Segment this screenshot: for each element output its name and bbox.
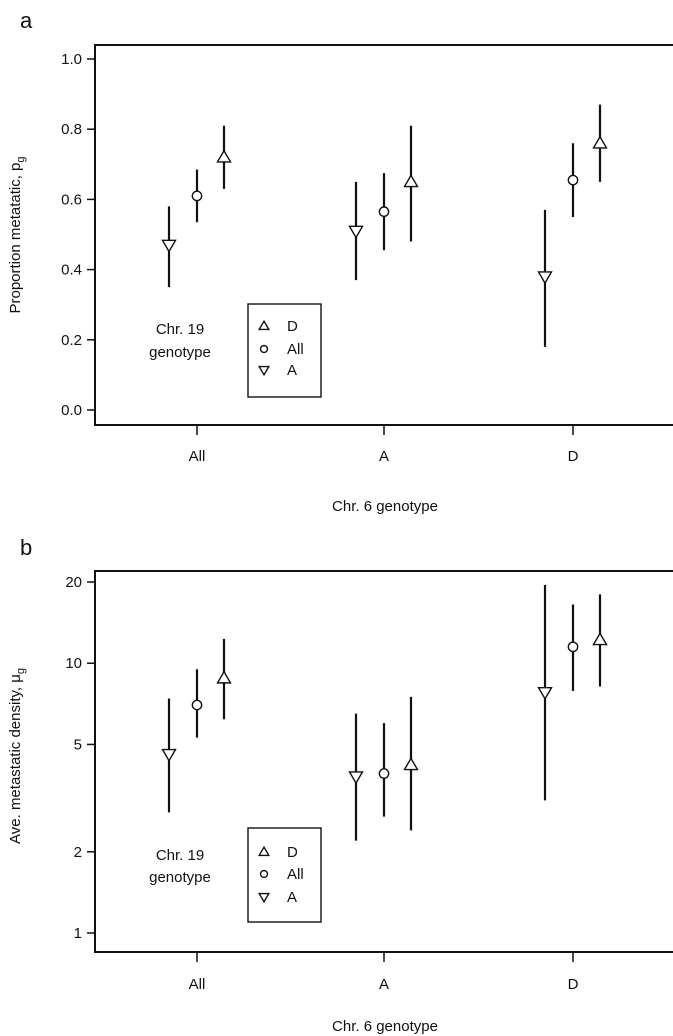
panel-b-legend-label-A: A [287,889,297,906]
panel-a-point-D-All [216,149,232,163]
panel-b-y-axis-title: Ave. metastatic density, μg [7,668,27,844]
panel-b-x-axis-title: Chr. 6 genotype [332,1018,438,1035]
panel-b-point-D-All [216,670,232,684]
panel-a-point-D-A [403,173,419,188]
panel-b-ytick-label: 2 [74,844,82,861]
panel-b-legend-label-All: All [287,866,304,883]
panel-b-legend-symbol-All [259,869,269,879]
panel-b-ytick-label: 20 [65,574,82,591]
panel-b-legend-label-D: D [287,844,298,861]
panel-a-ytick-label: 0.0 [61,402,82,419]
panel-b-legend-title-line2: genotype [149,869,211,886]
panel-b-point-A-D [537,686,553,701]
panel-b-point-D-D [592,632,608,646]
panel-b-legend-box [247,827,322,923]
panel-b-point-All-D [567,641,579,653]
panel-b-ytick-label: 5 [74,736,82,753]
panel-b-point-D-A [403,756,419,771]
panel-b-point-A-All [161,748,177,763]
panel-b-point-All-All [191,699,203,711]
panel-a-y-axis-title: Proportion metatatic, pg [7,156,27,313]
panel-a-xtick-label: D [568,448,579,465]
panel-a-point-All-All [191,190,203,202]
panel-a-legend-title-line1: Chr. 19 [156,321,204,338]
panel-a-xtick-label: All [189,448,206,465]
panel-a-legend-label-All: All [287,341,304,358]
panel-a-x-axis-title: Chr. 6 genotype [332,498,438,515]
panel-b-ytick-label: 1 [74,925,82,942]
panel-b-xtick-label: All [189,976,206,993]
panel-a-point-All-D [567,174,579,186]
panel-a-point-D-D [592,135,608,149]
panel-a-legend-title-line2: genotype [149,344,211,361]
panel-b-point-A-A [348,771,364,785]
panel-b-legend-symbol-D [257,845,271,857]
panel-a-ytick-label: 0.4 [61,262,82,279]
panel-b-legend-title-line1: Chr. 19 [156,847,204,864]
panel-b-ytick-label: 10 [65,655,82,672]
panel-a-legend-label-A: A [287,362,297,379]
panel-a-legend-label-D: D [287,318,298,335]
panel-a-xtick-label: A [379,448,389,465]
panel-a-point-A-A [348,225,364,239]
panel-a-ytick-label: 0.2 [61,332,82,349]
panel-b-legend-symbol-A [257,892,271,904]
panel-a-letter: a [20,8,33,33]
panel-a-legend-symbol-D [257,319,271,331]
panel-b-point-All-A [378,768,390,779]
panel-b-xtick-label: D [568,976,579,993]
panel-b-xtick-label: A [379,976,389,993]
panel-a-point-A-D [537,271,553,285]
panel-a-legend-symbol-A [257,365,271,377]
panel-a-point-All-A [378,206,390,218]
panel-a-legend-box [247,303,322,398]
panel-a-ytick-label: 1.0 [61,51,82,68]
panel-a-point-A-All [161,239,177,253]
panel-a-ytick-label: 0.6 [61,191,82,208]
panel-b-letter: b [20,535,32,560]
panel-a-ytick-label: 0.8 [61,121,82,138]
panel-a-legend-symbol-All [259,344,269,354]
